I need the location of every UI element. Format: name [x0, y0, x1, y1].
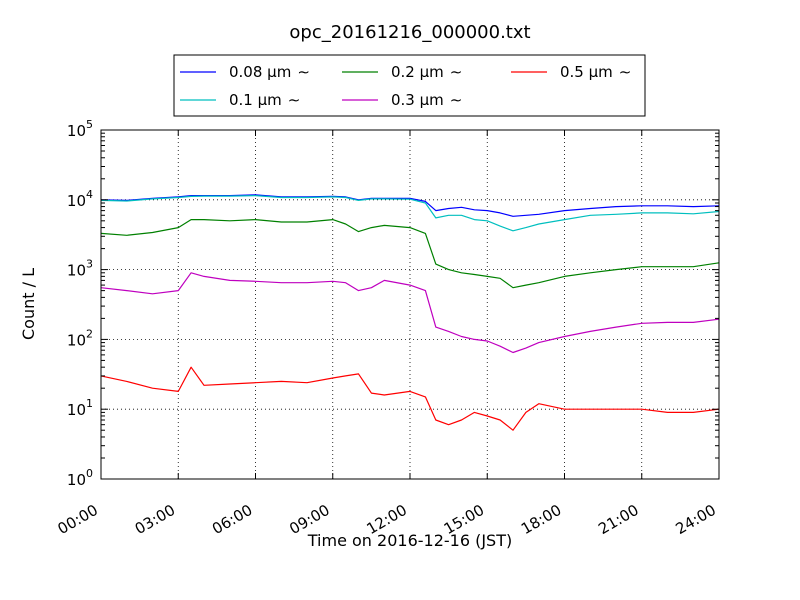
legend-label: 0.1 μm ∼	[229, 91, 300, 109]
legend-label: 0.2 μm ∼	[391, 63, 462, 81]
chart-title: opc_20161216_000000.txt	[289, 22, 530, 43]
series-layer	[100, 194, 720, 431]
x-axis-label: Time on 2016-12-16 (JST)	[307, 531, 512, 550]
legend-label: 0.3 μm ∼	[391, 91, 462, 109]
y-tick-label: 105	[67, 118, 93, 140]
y-axis-label: Count / L	[19, 268, 38, 340]
y-tick-label: 102	[67, 327, 93, 349]
y-tick-label: 104	[67, 188, 93, 210]
legend-label: 0.08 μm ∼	[229, 63, 310, 81]
series-line-2	[100, 219, 720, 289]
legend: 0.08 μm ∼ 0.1 μm ∼ 0.2 μm ∼ 0.3 μm ∼ 0.5 μm ∼	[173, 54, 646, 117]
legend-box	[173, 54, 646, 117]
series-line-4	[100, 366, 720, 431]
series-line-1	[100, 195, 720, 232]
series-line-3	[100, 272, 720, 354]
y-tick-label: 101	[67, 397, 93, 419]
y-tick-label: 103	[67, 258, 93, 280]
legend-label: 0.5 μm ∼	[560, 63, 631, 81]
y-tick-label: 100	[67, 467, 93, 489]
